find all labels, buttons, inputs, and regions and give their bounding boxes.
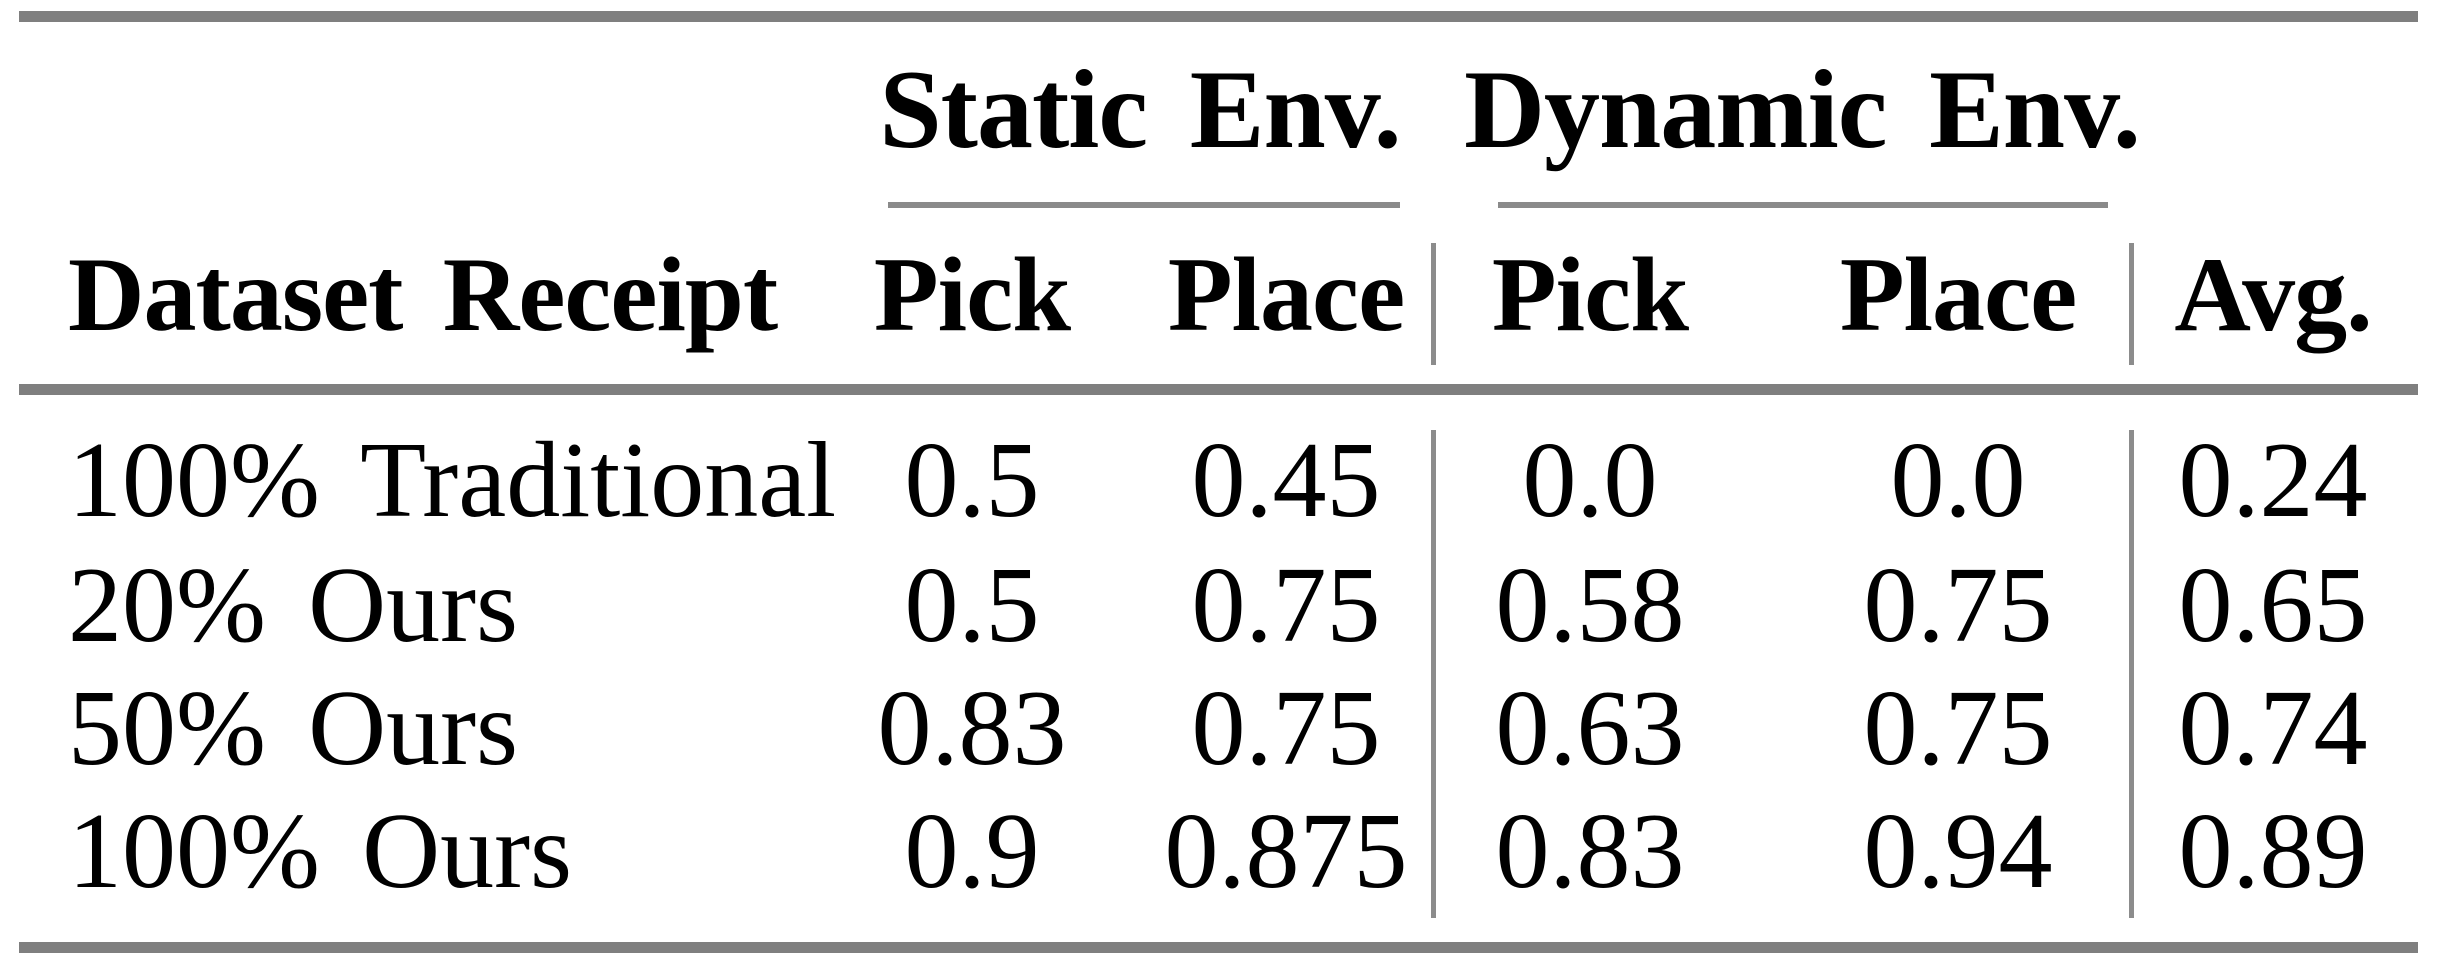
table-top-rule bbox=[19, 11, 2418, 22]
row-label-cell: 20% Ours bbox=[68, 546, 519, 665]
static-pick-cell: 0.83 bbox=[877, 669, 1067, 788]
table-mid-rule bbox=[19, 384, 2418, 395]
static-place-cell: 0.75 bbox=[1191, 669, 1381, 788]
static-pick-cell: 0.9 bbox=[904, 792, 1040, 911]
row-label-cell: 100% Traditional bbox=[68, 421, 837, 540]
static-place-cell: 0.45 bbox=[1191, 421, 1381, 540]
table-bottom-rule bbox=[19, 942, 2418, 953]
dynamic-pick-cell: 0.58 bbox=[1495, 546, 1685, 665]
row-label-cell: 100% Ours bbox=[68, 792, 573, 911]
static-env-cmidrule bbox=[888, 202, 1400, 208]
avg-cell: 0.74 bbox=[2178, 669, 2368, 788]
dynamic-avg-separator-lower bbox=[2129, 430, 2134, 918]
static-place-cell: 0.875 bbox=[1164, 792, 1408, 911]
dynamic-pick-cell: 0.83 bbox=[1495, 792, 1685, 911]
static-pick-cell: 0.5 bbox=[904, 546, 1040, 665]
dynamic-avg-separator-upper bbox=[2129, 243, 2134, 365]
dynamic-pick-column-header: Pick bbox=[1491, 236, 1689, 353]
static-pick-cell: 0.5 bbox=[904, 421, 1040, 540]
dynamic-place-cell: 0.75 bbox=[1863, 669, 2053, 788]
static-dynamic-separator-upper bbox=[1431, 243, 1436, 365]
static-place-column-header: Place bbox=[1167, 236, 1405, 353]
static-place-cell: 0.75 bbox=[1191, 546, 1381, 665]
avg-column-header: Avg. bbox=[2174, 236, 2372, 353]
dynamic-place-column-header: Place bbox=[1839, 236, 2077, 353]
dynamic-place-cell: 0.94 bbox=[1863, 792, 2053, 911]
dynamic-env-cmidrule bbox=[1498, 202, 2108, 208]
avg-cell: 0.65 bbox=[2178, 546, 2368, 665]
dynamic-place-cell: 0.0 bbox=[1890, 421, 2026, 540]
static-pick-column-header: Pick bbox=[873, 236, 1071, 353]
row-label-cell: 50% Ours bbox=[68, 669, 519, 788]
dataset-receipt-column-header: Dataset Receipt bbox=[68, 236, 778, 353]
dynamic-env-group-header: Dynamic Env. bbox=[1464, 48, 2141, 172]
dynamic-pick-cell: 0.63 bbox=[1495, 669, 1685, 788]
static-env-group-header: Static Env. bbox=[879, 48, 1401, 172]
avg-cell: 0.24 bbox=[2178, 421, 2368, 540]
avg-cell: 0.89 bbox=[2178, 792, 2368, 911]
dynamic-pick-cell: 0.0 bbox=[1522, 421, 1658, 540]
dynamic-place-cell: 0.75 bbox=[1863, 546, 2053, 665]
static-dynamic-separator-lower bbox=[1431, 430, 1436, 918]
